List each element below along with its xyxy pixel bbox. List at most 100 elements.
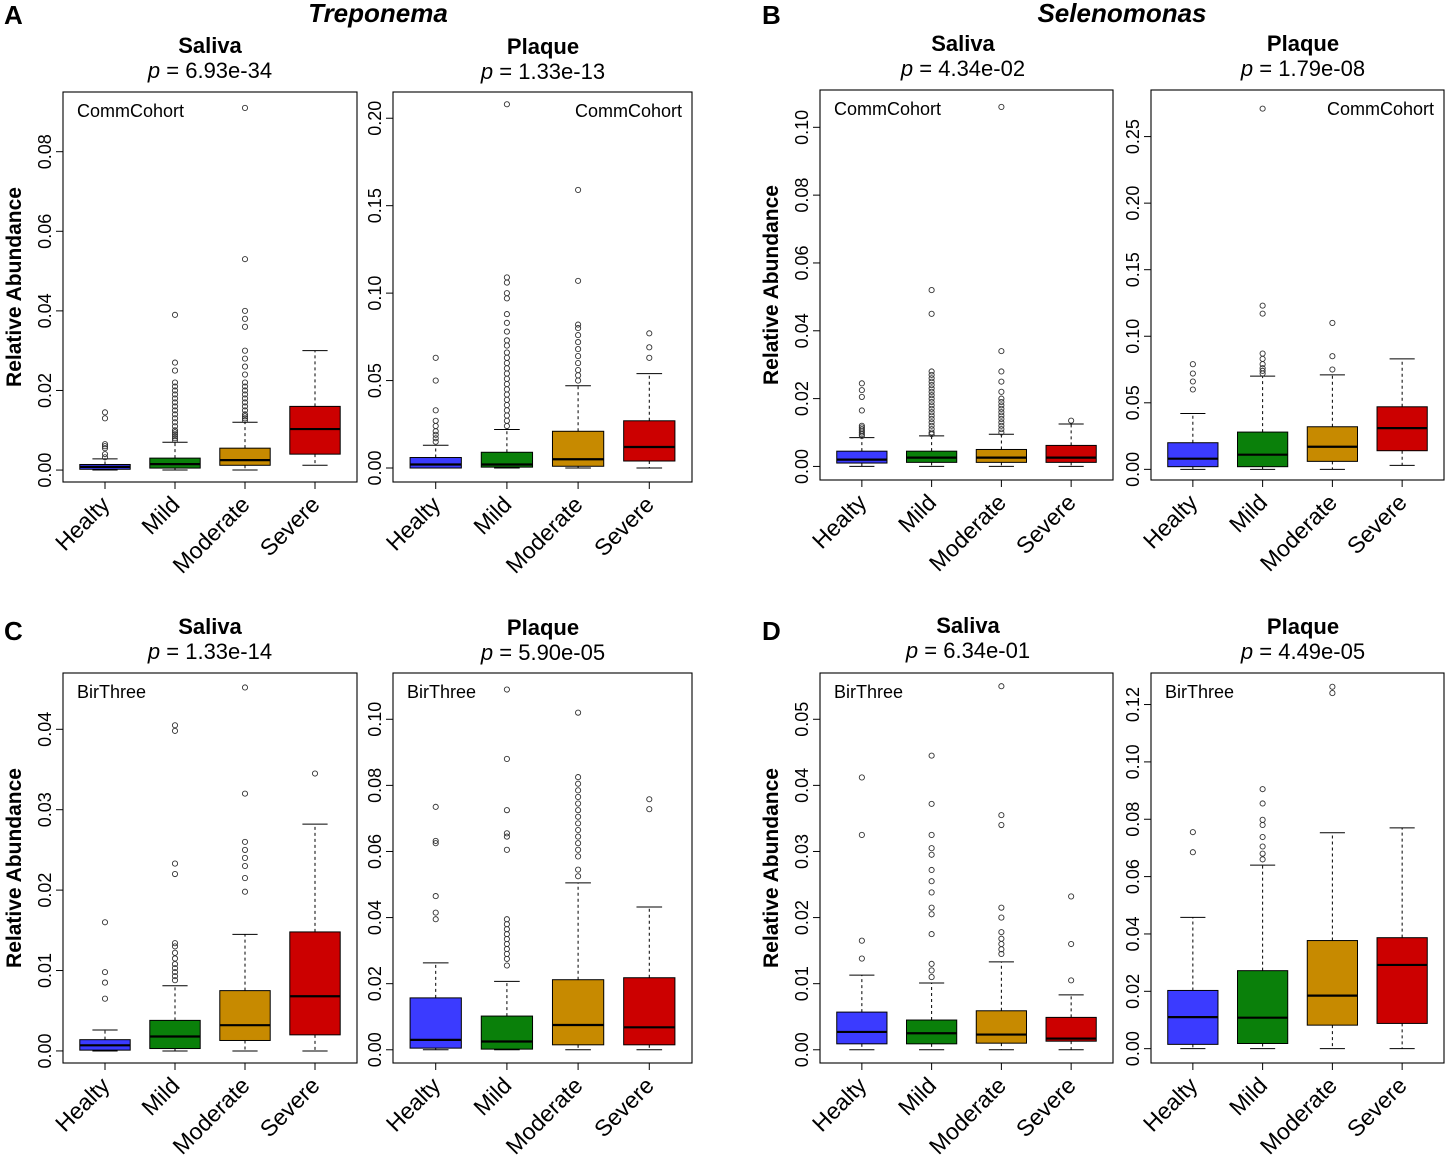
x-tick-label-severe: Severe (255, 1072, 325, 1142)
x-tick-label-mild: Mild (1224, 489, 1272, 537)
outlier-point (241, 399, 249, 406)
outlier-point (503, 921, 510, 928)
outlier-point (928, 412, 935, 419)
outlier-point (998, 103, 1005, 111)
outlier-point (241, 379, 249, 386)
outlier-point (1259, 800, 1266, 807)
outlier-point (171, 977, 179, 984)
box-healty (836, 1011, 888, 1045)
box-moderate (975, 1010, 1027, 1044)
outlier-point (928, 752, 935, 759)
y-axis-label: Relative Abundance (760, 768, 783, 968)
outlier-point (241, 413, 249, 420)
y-tick-label: 0.04 (35, 293, 55, 328)
y-tick-label: 0.01 (35, 953, 55, 988)
cohort-label: BirThree (834, 682, 903, 702)
outlier-point (171, 940, 179, 947)
outlier-point (928, 375, 935, 382)
outlier-point (241, 407, 249, 414)
y-tick-label: 0.12 (1123, 687, 1143, 722)
outlier-point (928, 385, 935, 392)
plot-title: Plaque (1267, 31, 1339, 56)
outlier-point (928, 402, 935, 409)
outlier-point (241, 790, 249, 797)
outlier-point (1259, 821, 1266, 829)
outlier-point (171, 399, 179, 406)
outlier-point (575, 780, 582, 787)
y-tick-label: 0.20 (365, 101, 385, 136)
y-tick-label: 0.04 (1123, 916, 1143, 951)
p-value-text: = 5.90e-05 (493, 640, 605, 665)
outlier-point (171, 965, 179, 972)
y-tick-label: 0.25 (1123, 119, 1143, 154)
plot-frame (819, 672, 1114, 1064)
outlier-point (646, 344, 653, 351)
outlier-point (503, 940, 510, 948)
p-value-text: = 6.34e-01 (918, 638, 1030, 663)
outlier-point (171, 955, 179, 962)
outlier-point (998, 405, 1005, 412)
outlier-point (646, 796, 653, 803)
outlier-point (171, 403, 179, 410)
p-value-text: = 1.33e-13 (493, 59, 605, 84)
plot-title: Saliva (178, 33, 242, 58)
outlier-point (432, 893, 439, 900)
outlier-point (1259, 786, 1266, 793)
x-tick-label-mild: Mild (468, 1072, 516, 1120)
y-tick-label: 0.00 (365, 1032, 385, 1067)
outlier-point (503, 407, 510, 414)
outlier-point (101, 454, 109, 461)
x-tick-label-moderate: Moderate (924, 1072, 1011, 1159)
outlier-point (503, 295, 510, 302)
outlier-point (241, 256, 249, 263)
outlier-point (171, 435, 179, 442)
outlier-point (503, 386, 510, 393)
outlier-point (858, 387, 865, 394)
outlier-point (928, 310, 935, 317)
outlier-point (575, 339, 582, 346)
outlier-point (928, 368, 935, 375)
p-symbol: p (900, 56, 913, 81)
outlier-point (928, 426, 935, 433)
x-tick-label-moderate: Moderate (924, 489, 1011, 576)
outlier-point (1329, 690, 1336, 697)
x-tick-label-moderate: Moderate (1255, 1072, 1342, 1159)
y-tick-label: 0.10 (365, 702, 385, 737)
y-tick-label: 0.15 (365, 188, 385, 223)
p-symbol: p (905, 638, 918, 663)
outlier-point (928, 800, 935, 807)
x-tick-label-healty: Healty (1138, 489, 1203, 554)
outlier-point (1189, 361, 1196, 368)
cohort-label: BirThree (407, 682, 476, 702)
p-value: p = 6.34e-01 (905, 638, 1030, 663)
outlier-point (928, 409, 935, 416)
y-tick-label: 0.10 (1123, 744, 1143, 779)
outlier-point (998, 378, 1005, 385)
outlier-point (171, 423, 179, 430)
outlier-point (241, 838, 249, 845)
x-tick-label-severe: Severe (589, 1072, 659, 1142)
outlier-point (1068, 977, 1075, 984)
outlier-point (241, 307, 249, 314)
plot-frame (392, 91, 693, 483)
outlier-point (241, 391, 249, 398)
p-value-text: = 6.93e-34 (160, 58, 272, 83)
outlier-point (998, 929, 1005, 936)
plot-title: Saliva (178, 614, 242, 639)
outlier-point (101, 451, 109, 458)
outlier-point (241, 846, 249, 853)
outlier-point (646, 806, 653, 813)
outlier-point (503, 381, 510, 388)
y-tick-label: 0.04 (792, 313, 812, 348)
x-tick-label-severe: Severe (589, 491, 659, 561)
x-tick-label-healty: Healty (381, 491, 446, 556)
cohort-label: CommCohort (77, 101, 184, 121)
outlier-point (101, 441, 109, 448)
outlier-point (503, 686, 510, 693)
outlier-point (241, 415, 249, 422)
outlier-point (858, 831, 865, 838)
outlier-point (575, 277, 582, 284)
box-mild (1237, 431, 1289, 468)
